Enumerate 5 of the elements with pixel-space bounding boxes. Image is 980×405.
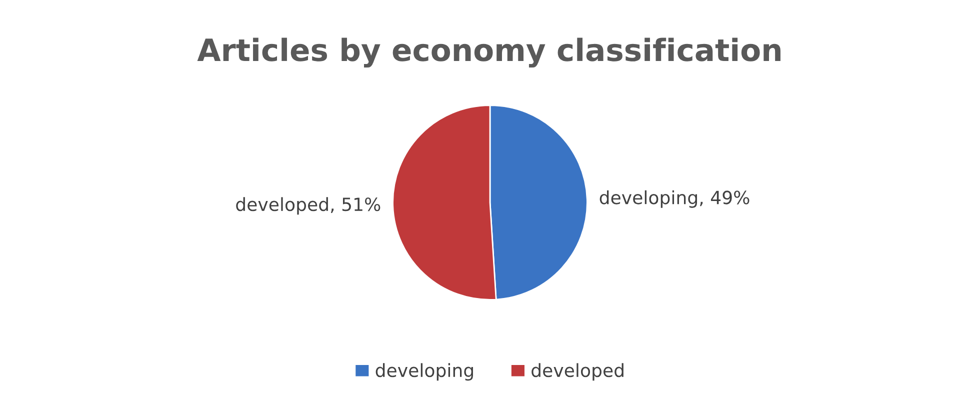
legend-label: developed [532, 363, 624, 381]
chart-title: Articles by economy classification [197, 38, 780, 68]
data-label: developing, 49% [600, 190, 750, 208]
data-label: developed, 51% [236, 197, 380, 215]
legend-label: developing [376, 363, 473, 381]
